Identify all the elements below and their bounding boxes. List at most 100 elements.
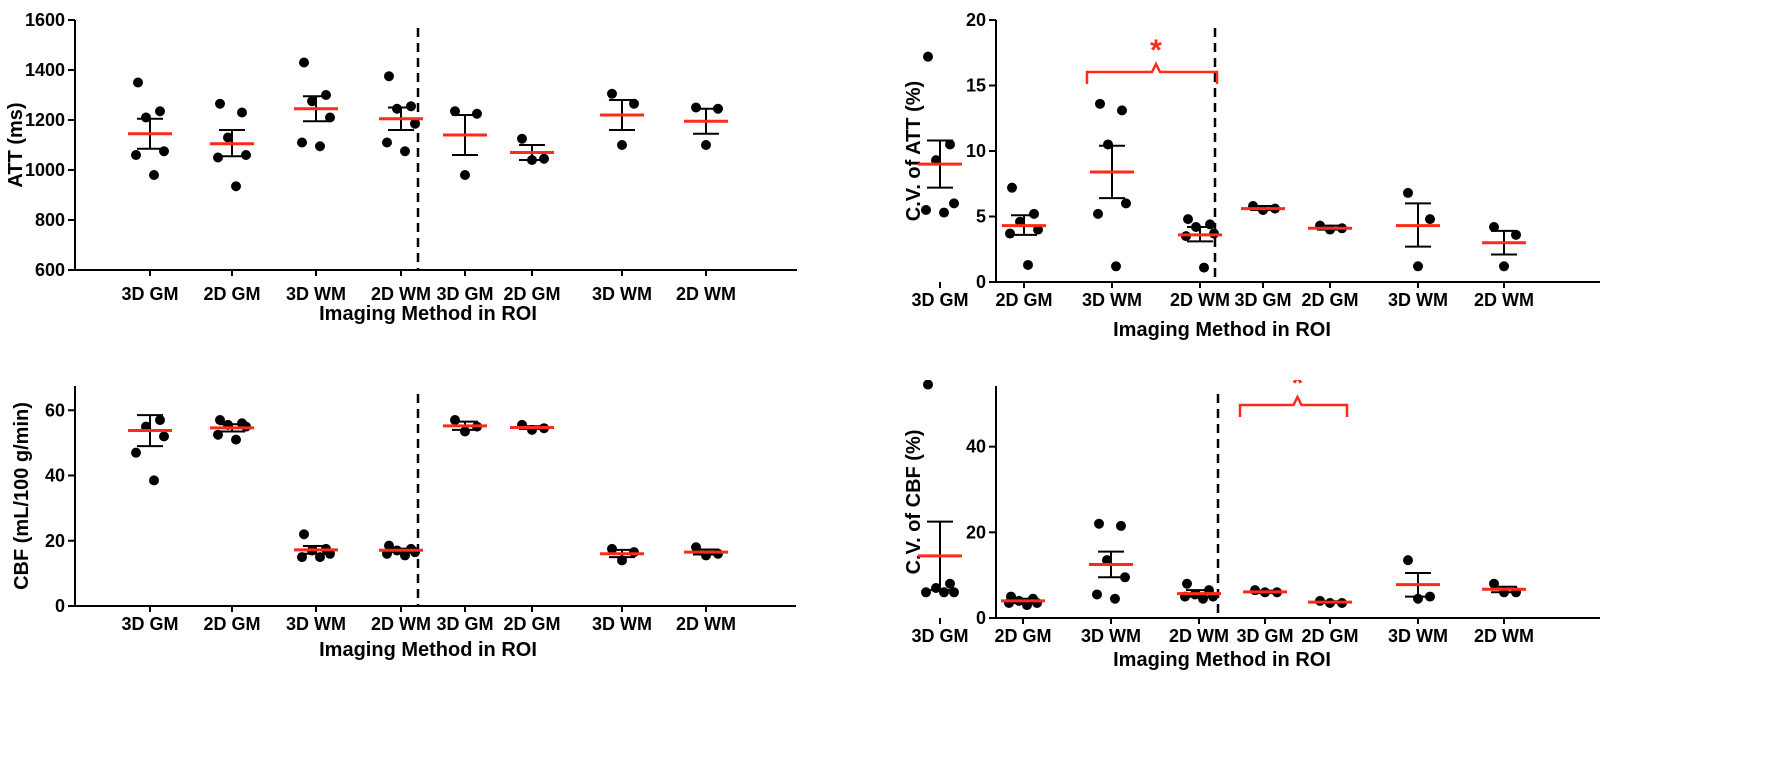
data-point [691, 542, 701, 553]
data-point [299, 57, 309, 68]
data-point [1511, 229, 1521, 240]
data-point [923, 380, 933, 390]
y-tick-label: 600 [35, 260, 65, 280]
x-axis-title: Imaging Method in ROI [1113, 649, 1331, 671]
significance-bracket-line [1085, 61, 1219, 84]
y-tick-label: 0 [55, 596, 65, 616]
data-point [297, 137, 307, 148]
data-point [406, 101, 416, 112]
data-point [1005, 228, 1015, 239]
data-point [384, 71, 394, 82]
y-tick-label: 1400 [25, 60, 65, 80]
x-tick-label: 2D WM [676, 614, 736, 634]
y-tick-label: 15 [966, 76, 986, 96]
data-point [213, 152, 223, 163]
cv-cbf-chart-svg: 0 20 40 3D GM 2D GM 3D WM 2D WM 3D GM 2D GM 3D WM… [903, 380, 1600, 671]
y-tick-label: 5 [976, 207, 986, 227]
data-point [133, 77, 143, 88]
data-point [149, 170, 159, 180]
cbf-chart: 0 20 40 60 3D GM 2D GM 3D WM 2D WM 3D GM 2D GM 3D … [0, 380, 880, 768]
x-tick-label: 3D GM [911, 626, 968, 646]
data-point [617, 140, 627, 150]
data-point [1182, 578, 1192, 589]
x-axis-title: Imaging Method in ROI [319, 639, 537, 661]
data-point [921, 587, 931, 598]
y-tick-label: 60 [45, 400, 65, 420]
data-point [1413, 593, 1423, 604]
data-point [155, 106, 165, 117]
x-tick-label: 2D WM [1474, 626, 1534, 646]
data-point [159, 146, 169, 157]
data-point [921, 204, 931, 215]
data-point [1403, 187, 1413, 198]
data-point [1250, 585, 1260, 596]
x-tick-label: 3D GM [121, 284, 178, 304]
data-point [945, 139, 955, 150]
data-point [297, 552, 307, 563]
data-point [155, 415, 165, 426]
y-axis-title: C.V. of CBF (%) [903, 430, 925, 575]
data-point [1111, 261, 1121, 272]
data-point [159, 431, 169, 442]
x-tick-label: 3D WM [592, 614, 652, 634]
data-point [215, 98, 225, 109]
data-point [1023, 259, 1033, 270]
x-tick-label: 3D WM [1388, 626, 1448, 646]
data-point [923, 51, 933, 62]
x-tick-label: 3D GM [121, 614, 178, 634]
data-point [400, 550, 410, 561]
y-axis-title: CBF (mL/100 g/min) [11, 402, 33, 590]
y-tick-label: 0 [976, 272, 986, 292]
y-tick-label: 20 [45, 531, 65, 551]
data-point [949, 198, 959, 209]
data-point [1022, 600, 1032, 611]
x-tick-label: 3D GM [1234, 290, 1291, 310]
data-point [713, 548, 723, 559]
data-point [1007, 182, 1017, 193]
x-tick-label: 2D GM [994, 626, 1051, 646]
x-tick-label: 2D GM [503, 614, 560, 634]
data-point [213, 429, 223, 440]
data-point [1116, 520, 1126, 531]
x-tick-label: 2D WM [1170, 290, 1230, 310]
y-axis-title: C.V. of ATT (%) [903, 81, 925, 221]
data-point [1117, 105, 1127, 116]
data-point [1199, 262, 1209, 273]
data-point [1191, 221, 1201, 232]
significance-star: * [1292, 380, 1304, 400]
data-point [1425, 591, 1435, 602]
data-point [231, 434, 241, 445]
data-point [321, 90, 331, 100]
data-point [939, 207, 949, 218]
x-tick-label: 3D WM [286, 614, 346, 634]
data-point [607, 543, 617, 554]
x-tick-label: 2D WM [1169, 626, 1229, 646]
att-chart: 600 800 1000 1200 1400 1600 3D GM 2D GM 3D WM 2D … [0, 0, 880, 380]
y-tick-label: 20 [966, 10, 986, 30]
data-point [527, 155, 537, 165]
data-point [460, 426, 470, 437]
data-point [325, 112, 335, 123]
data-point [629, 547, 639, 558]
att-chart-svg: 600 800 1000 1200 1400 1600 3D GM 2D GM 3D WM 2D … [5, 10, 797, 325]
x-tick-label: 3D GM [911, 290, 968, 310]
data-point [1198, 593, 1208, 604]
y-tick-label: 10 [966, 141, 986, 161]
significance-bracket: * [1085, 34, 1219, 84]
x-tick-label: 3D WM [1388, 290, 1448, 310]
data-point [392, 103, 402, 114]
data-point [1103, 139, 1113, 150]
data-point [1499, 261, 1509, 272]
y-tick-label: 800 [35, 210, 65, 230]
data-point [215, 415, 225, 426]
y-axis-title: ATT (ms) [5, 102, 27, 187]
data-point [410, 118, 420, 129]
data-point [131, 150, 141, 160]
data-point [1489, 221, 1499, 232]
data-point [400, 146, 410, 157]
y-tick-label: 1000 [25, 160, 65, 180]
x-tick-label: 2D WM [371, 284, 431, 304]
data-point [539, 153, 549, 164]
data-point [701, 140, 711, 150]
